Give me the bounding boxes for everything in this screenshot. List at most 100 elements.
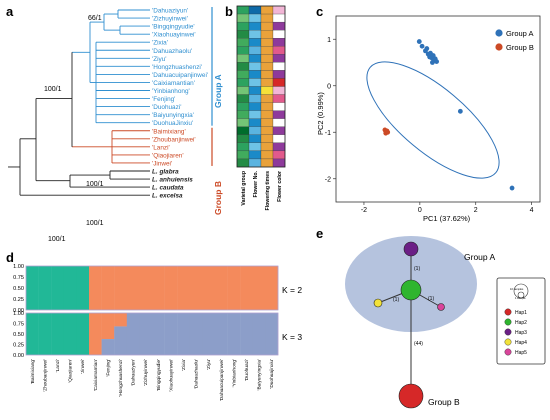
panel-d-letter: d	[6, 250, 14, 265]
heatmap-cell	[236, 110, 250, 119]
tip-label: 'Xiaohuayinwei'	[152, 32, 196, 39]
heatmap-cell	[272, 30, 286, 39]
heatmap-frame	[236, 5, 286, 168]
tip-label: 'Lanzi'	[152, 144, 170, 151]
structure-y-tick: 0.50	[13, 286, 24, 292]
heatmap-cell	[272, 134, 286, 143]
heatmap-cell	[248, 13, 262, 23]
structure-sample-label: 'Duohuazi'	[244, 359, 250, 381]
heatmap-cell	[236, 54, 250, 63]
structure-bar	[202, 313, 216, 355]
node-hap3	[403, 241, 419, 257]
tip-label: 'Caixiamantian'	[152, 80, 195, 87]
heatmap-cell	[236, 158, 250, 168]
tip-label: L. caudata	[152, 185, 184, 192]
structure-bar	[63, 313, 77, 355]
k3-label: K = 3	[282, 332, 302, 342]
structure-bar	[101, 339, 115, 355]
heatmap-cell	[236, 38, 250, 47]
heatmap-cell	[260, 70, 274, 79]
legend-hap-label: Hap2	[515, 320, 527, 326]
heatmap-cell	[260, 150, 274, 160]
heatmap-cell	[248, 21, 262, 31]
structure-sample-label: 'Zizhuyinwei'	[143, 359, 149, 386]
structure-bar	[114, 266, 127, 310]
y-tick-label: 0	[327, 83, 331, 90]
point-group-a	[509, 185, 515, 191]
structure-bar	[76, 266, 90, 310]
x-tick-label: 4	[530, 207, 534, 214]
heatmap-cell	[248, 142, 262, 152]
heatmap-cell	[272, 5, 286, 15]
structure-y-tick: 0.75	[13, 322, 24, 328]
heatmap-cell	[260, 86, 274, 95]
heatmap-cell	[272, 46, 286, 55]
tip-label: 'Dahuaziyun'	[152, 8, 188, 15]
structure-y-tick: 0.00	[13, 353, 24, 359]
structure-sample-label: 'Zixia'	[181, 359, 187, 371]
structure-bar	[101, 266, 115, 310]
heatmap-cell	[248, 150, 262, 160]
heatmap-cell	[260, 78, 274, 87]
structure-bar	[26, 313, 39, 355]
heatmap-cell	[260, 46, 274, 55]
heatmap-cell	[272, 86, 286, 95]
heatmap-cell	[236, 94, 250, 103]
structure-bar	[38, 266, 52, 310]
legend-scale-top: 10 samples	[510, 287, 524, 291]
structure-bar	[63, 266, 77, 310]
structure-bar	[126, 313, 140, 355]
k2-label: K = 2	[282, 285, 302, 295]
structure-bar	[139, 313, 153, 355]
heatmap-cell	[260, 13, 274, 23]
heatmap-cell	[272, 70, 286, 79]
heatmap-cell	[236, 70, 250, 79]
structure-bar	[252, 313, 266, 355]
structure-bar	[38, 313, 52, 355]
panel-b-letter: b	[225, 4, 233, 19]
phylogenetic-tree: 66/1 100/1 100/1 100/1 100/1 Group A Gro…	[8, 7, 223, 243]
heatmap-cell	[248, 46, 262, 55]
heatmap-cell	[236, 46, 250, 55]
heatmap-column-label: Flower No.	[253, 170, 259, 197]
heatmap-cell	[272, 158, 286, 168]
heatmap-cell	[260, 62, 274, 71]
tip-label: 'Fenjing'	[152, 96, 175, 103]
heatmap-cell	[260, 110, 274, 119]
legend-hap-swatch	[504, 348, 512, 356]
heatmap-cell	[236, 21, 250, 31]
structure-y-tick: 0.25	[13, 343, 24, 349]
heatmap-cell	[260, 142, 274, 152]
heatmap-cell	[236, 5, 250, 15]
trait-heatmap: Varietal group Flower No. Flowering times F…	[236, 5, 286, 211]
heatmap-cell	[272, 78, 286, 87]
heatmap-cell	[248, 70, 262, 79]
heatmap-cell	[272, 126, 286, 135]
count-hap4: (1)	[393, 297, 399, 303]
heatmap-cell	[272, 62, 286, 71]
structure-bar	[89, 313, 102, 355]
tip-label: 'Zhoubanjinwei'	[152, 136, 196, 143]
legend-label: Group A	[506, 29, 534, 38]
structure-sample-label: 'Dahuacuipanjinwei'	[219, 359, 225, 401]
point-group-a	[427, 54, 433, 60]
node-hap5	[437, 303, 445, 311]
group-a-ellipse	[366, 61, 500, 179]
heatmap-column-label: Flowering times	[265, 171, 271, 211]
structure-sample-label: 'Qiaojiaren'	[68, 359, 74, 383]
legend-scale-small	[517, 291, 525, 299]
tip-label: 'Dahuacuipanjinwei'	[152, 72, 208, 79]
heatmap-cell	[248, 126, 262, 135]
structure-bar	[189, 266, 203, 310]
x-tick-label: 2	[474, 207, 478, 214]
heatmap-cell	[236, 134, 250, 143]
heatmap-cell	[260, 5, 274, 15]
point-group-a	[424, 46, 430, 51]
heatmap-cell	[272, 38, 286, 47]
support-66-1: 66/1	[88, 15, 102, 22]
structure-sample-label: 'Baimixiang'	[30, 359, 36, 384]
structure-sample-label: 'Zhoubanjinwei'	[42, 359, 48, 392]
structure-bar	[215, 313, 228, 355]
group-a-label: Group A	[213, 74, 223, 108]
support-100-1-a: 100/1	[44, 86, 62, 93]
